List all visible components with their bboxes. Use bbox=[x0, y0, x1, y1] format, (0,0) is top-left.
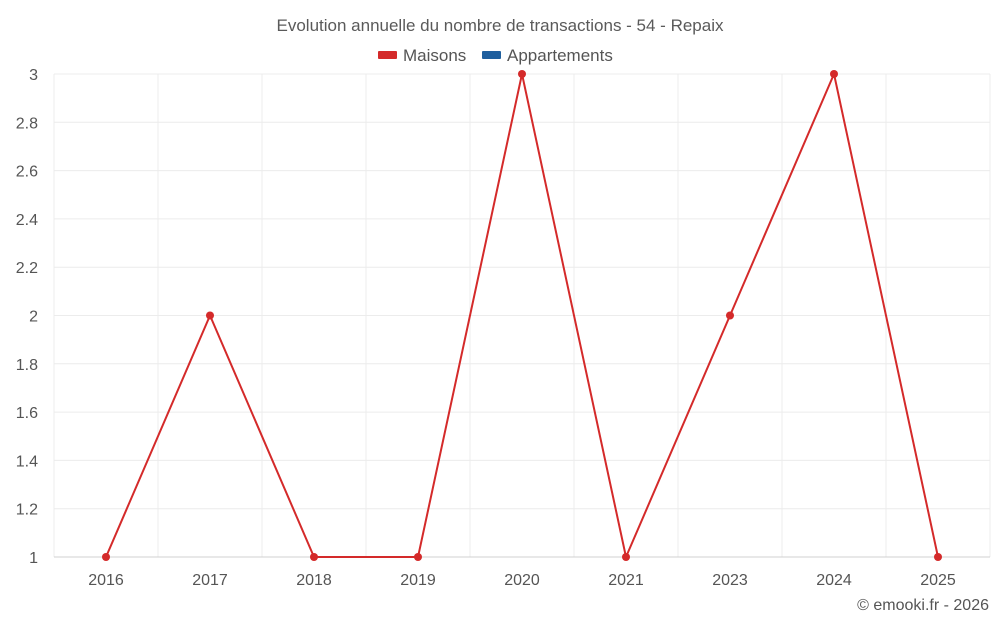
y-tick-label: 2.6 bbox=[16, 164, 38, 181]
x-tick-label: 2021 bbox=[608, 572, 644, 589]
x-tick-label: 2024 bbox=[816, 572, 852, 589]
x-tick-label: 2017 bbox=[192, 572, 228, 589]
y-tick-label: 3 bbox=[29, 67, 38, 84]
y-tick-label: 1.2 bbox=[16, 502, 38, 519]
data-point[interactable] bbox=[934, 553, 942, 561]
x-tick-label: 2019 bbox=[400, 572, 436, 589]
x-axis-ticks: 2016 2017 2018 2019 2020 2021 2023 2024 2025 bbox=[88, 572, 956, 589]
data-point[interactable] bbox=[726, 311, 734, 320]
data-point[interactable] bbox=[830, 70, 838, 78]
data-point[interactable] bbox=[414, 553, 422, 561]
y-tick-label: 2.8 bbox=[16, 115, 38, 132]
y-axis-ticks: 1 1.2 1.4 1.6 1.8 2 2.2 2.4 2.6 2.8 3 bbox=[16, 67, 38, 567]
x-tick-label: 2025 bbox=[920, 572, 956, 589]
x-tick-label: 2018 bbox=[296, 572, 332, 589]
legend: Maisons Appartements bbox=[378, 46, 613, 65]
legend-swatch-maisons bbox=[378, 51, 397, 59]
chart-title: Evolution annuelle du nombre de transact… bbox=[277, 16, 724, 35]
data-point[interactable] bbox=[622, 553, 630, 561]
data-point[interactable] bbox=[518, 70, 526, 78]
data-point[interactable] bbox=[102, 553, 110, 561]
data-point[interactable] bbox=[206, 311, 214, 320]
y-tick-label: 1.8 bbox=[16, 357, 38, 374]
grid bbox=[53, 73, 991, 558]
data-point[interactable] bbox=[310, 553, 318, 561]
y-tick-label: 2.2 bbox=[16, 260, 38, 277]
credit-text: © emooki.fr - 2026 bbox=[857, 597, 989, 614]
legend-swatch-appartements bbox=[482, 51, 501, 59]
y-tick-label: 1 bbox=[29, 550, 38, 567]
x-tick-label: 2016 bbox=[88, 572, 124, 589]
legend-item-appartements[interactable]: Appartements bbox=[482, 46, 613, 65]
legend-item-maisons[interactable]: Maisons bbox=[378, 46, 466, 65]
y-tick-label: 2 bbox=[29, 309, 38, 326]
legend-label-maisons: Maisons bbox=[403, 46, 466, 65]
x-tick-label: 2023 bbox=[712, 572, 748, 589]
y-tick-label: 1.4 bbox=[16, 453, 38, 470]
x-tick-label: 2020 bbox=[504, 572, 540, 589]
series-maisons bbox=[102, 70, 942, 561]
legend-label-appartements: Appartements bbox=[507, 46, 613, 65]
y-tick-label: 2.4 bbox=[16, 212, 38, 229]
y-tick-label: 1.6 bbox=[16, 405, 38, 422]
